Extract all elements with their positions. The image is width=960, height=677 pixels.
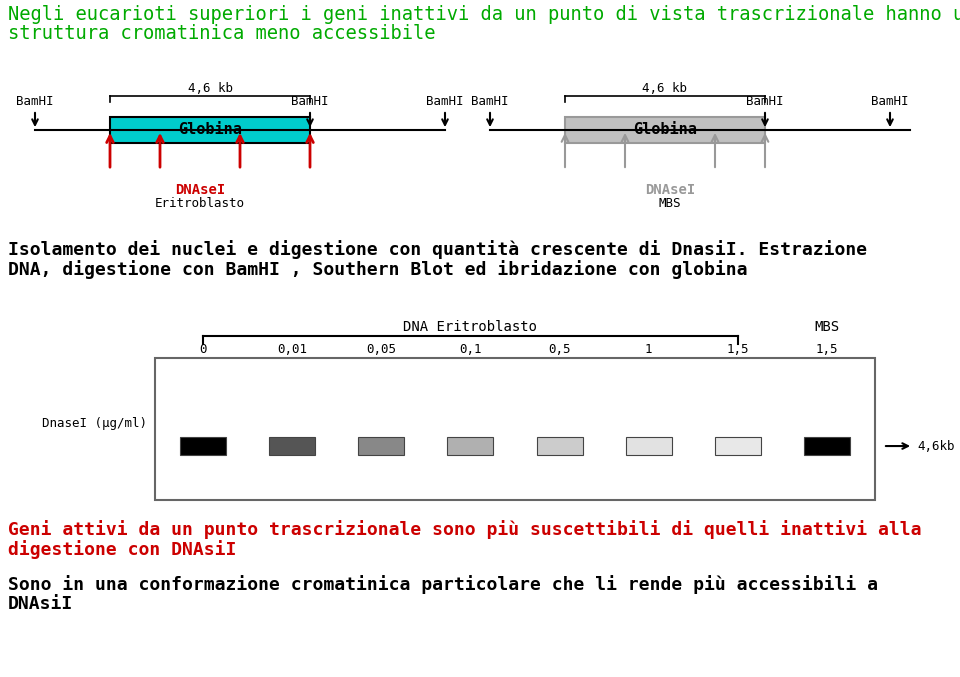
Text: 0,05: 0,05	[367, 343, 396, 356]
Text: 0,5: 0,5	[548, 343, 571, 356]
FancyBboxPatch shape	[180, 437, 226, 455]
FancyBboxPatch shape	[626, 437, 672, 455]
Text: 0,01: 0,01	[277, 343, 307, 356]
Text: MBS: MBS	[814, 320, 840, 334]
Text: BamHI: BamHI	[291, 95, 328, 108]
Text: 4,6kb: 4,6kb	[917, 439, 954, 452]
FancyBboxPatch shape	[804, 437, 850, 455]
FancyBboxPatch shape	[565, 117, 765, 143]
Text: 0: 0	[200, 343, 206, 356]
Text: struttura cromatinica meno accessibile: struttura cromatinica meno accessibile	[8, 24, 436, 43]
Text: 4,6 kb: 4,6 kb	[642, 82, 687, 95]
Text: Globina: Globina	[633, 123, 697, 137]
Text: 4,6 kb: 4,6 kb	[187, 82, 232, 95]
Text: Eritroblasto: Eritroblasto	[155, 197, 245, 210]
Text: DNA, digestione con BamHI , Southern Blot ed ibridazione con globina: DNA, digestione con BamHI , Southern Blo…	[8, 260, 748, 279]
Text: DNAsiI: DNAsiI	[8, 595, 73, 613]
Text: BamHI: BamHI	[746, 95, 783, 108]
Text: DNA Eritroblasto: DNA Eritroblasto	[403, 320, 538, 334]
Text: DnaseI (µg/ml): DnaseI (µg/ml)	[42, 418, 147, 431]
Text: Isolamento dei nuclei e digestione con quantità crescente di DnasiI. Estrazione: Isolamento dei nuclei e digestione con q…	[8, 240, 867, 259]
Text: BamHI: BamHI	[426, 95, 464, 108]
Text: BamHI: BamHI	[872, 95, 909, 108]
Text: Negli eucarioti superiori i geni inattivi da un punto di vista trascrizionale ha: Negli eucarioti superiori i geni inattiv…	[8, 5, 960, 24]
FancyBboxPatch shape	[155, 358, 875, 500]
Text: Geni attivi da un punto trascrizionale sono più suscettibili di quelli inattivi : Geni attivi da un punto trascrizionale s…	[8, 520, 922, 539]
FancyBboxPatch shape	[537, 437, 583, 455]
Text: BamHI: BamHI	[471, 95, 509, 108]
Text: 1,5: 1,5	[816, 343, 838, 356]
Text: digestione con DNAsiI: digestione con DNAsiI	[8, 540, 236, 559]
FancyBboxPatch shape	[358, 437, 404, 455]
FancyBboxPatch shape	[269, 437, 315, 455]
Text: 0,1: 0,1	[459, 343, 482, 356]
Text: Sono in una conformazione cromatinica particolare che li rende più accessibili a: Sono in una conformazione cromatinica pa…	[8, 575, 878, 594]
FancyBboxPatch shape	[715, 437, 761, 455]
Text: BamHI: BamHI	[16, 95, 54, 108]
Text: Globina: Globina	[178, 123, 242, 137]
Text: DNAseI: DNAseI	[645, 183, 695, 197]
FancyBboxPatch shape	[447, 437, 493, 455]
Text: 1,5: 1,5	[727, 343, 749, 356]
FancyBboxPatch shape	[110, 117, 310, 143]
Text: DNAseI: DNAseI	[175, 183, 226, 197]
Text: MBS: MBS	[659, 197, 682, 210]
Text: 1: 1	[645, 343, 653, 356]
